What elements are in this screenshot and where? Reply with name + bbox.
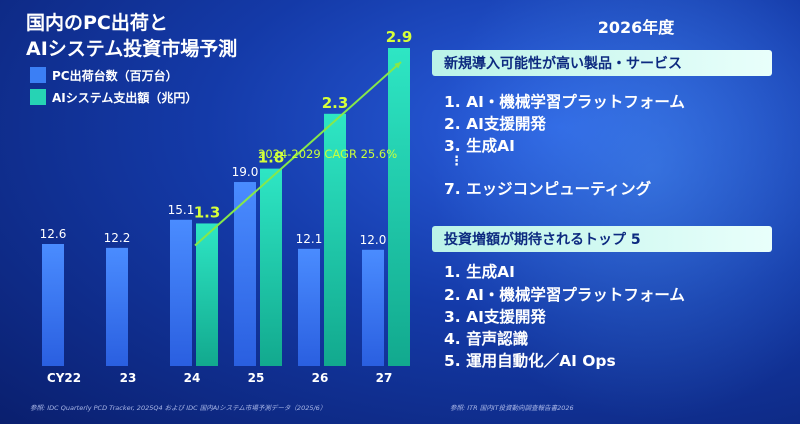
value-label-pc-26: 12.1: [296, 232, 323, 246]
bar-pc-25: [234, 182, 256, 366]
bar-ai-24: [196, 223, 218, 366]
x-tick-label-24: 24: [184, 371, 201, 385]
section-header-top5-investment: 投資増額が期待されるトップ 5: [432, 226, 772, 252]
value-label-pc-25: 19.0: [232, 165, 259, 179]
legend-item-pc-shipments: PC出荷台数（百万台）: [30, 66, 178, 84]
list-item: 7. エッジコンピューティング: [444, 180, 652, 198]
x-tick-label-27: 27: [376, 371, 393, 385]
bar-pc-24: [170, 219, 192, 366]
bar-ai-27: [388, 48, 410, 366]
list-item: 3. AI支援開発: [444, 308, 546, 326]
value-label-pc-24: 15.1: [168, 203, 195, 217]
legend-swatch-ai: [30, 89, 46, 105]
legend-item-ai-spend: AIシステム支出額（兆円）: [30, 88, 197, 106]
cagr-annotation: 2024-2029 CAGR 25.6%: [258, 147, 397, 161]
x-tick-label-CY22: CY22: [47, 371, 81, 385]
value-label-ai-25: 1.8: [258, 149, 285, 167]
list-item: 1. AI・機械学習プラットフォーム: [444, 93, 685, 111]
value-label-ai-26: 2.3: [322, 94, 349, 112]
cagr-arrowhead: [394, 62, 401, 69]
list-item: 2. AI・機械学習プラットフォーム: [444, 286, 685, 304]
value-label-ai-24: 1.3: [194, 203, 221, 221]
legend-swatch-pc: [30, 67, 46, 83]
section-header-new-products: 新規導入可能性が高い製品・サービス: [432, 50, 772, 76]
chart-title-line-2: AIシステム投資市場予測: [26, 38, 238, 60]
bar-pc-26: [298, 248, 320, 366]
value-label-pc-CY22: 12.6: [40, 227, 67, 241]
cagr-trend-line: [194, 61, 402, 247]
x-tick-label-25: 25: [248, 371, 265, 385]
bar-pc-27: [362, 249, 384, 366]
bar-pc-CY22: [42, 244, 64, 366]
x-tick-label-23: 23: [120, 371, 137, 385]
bar-pc-23: [106, 247, 128, 366]
x-tick-label-26: 26: [312, 371, 329, 385]
list-item: 3. 生成AI: [444, 137, 515, 155]
footnote-right: 参照: ITR 国内IT投資動向調査報告書2026: [450, 404, 574, 412]
bar-chart: 12.6 CY22 12.2 23 15.1 1.3 24 19.01.8 25 12.1 2.3 2…: [40, 28, 413, 385]
chart-title: 国内のPC出荷と AIシステム投資市場予測: [26, 10, 237, 62]
bar-ai-25: [260, 168, 282, 366]
chart-title-line-1: 国内のPC出荷と: [26, 12, 168, 34]
value-label-pc-23: 12.2: [104, 231, 131, 245]
list-item: 4. 音声認識: [444, 330, 529, 348]
list-item: 1. 生成AI: [444, 263, 515, 281]
footnote-left: 参照: IDC Quarterly PCD Tracker, 2025Q4 およ…: [30, 404, 327, 412]
list-item-ellipsis: ⋮: [450, 154, 463, 169]
legend-label-ai: AIシステム支出額（兆円）: [52, 90, 198, 105]
right-panel-title: 2026年度: [597, 18, 675, 37]
legend-label-pc: PC出荷台数（百万台）: [52, 68, 178, 83]
list-item: 5. 運用自動化／AI Ops: [444, 352, 616, 370]
bar-ai-26: [324, 113, 346, 366]
value-label-pc-27: 12.0: [360, 233, 387, 247]
list-item: 2. AI支援開発: [444, 115, 546, 133]
value-label-ai-27: 2.9: [386, 28, 413, 46]
